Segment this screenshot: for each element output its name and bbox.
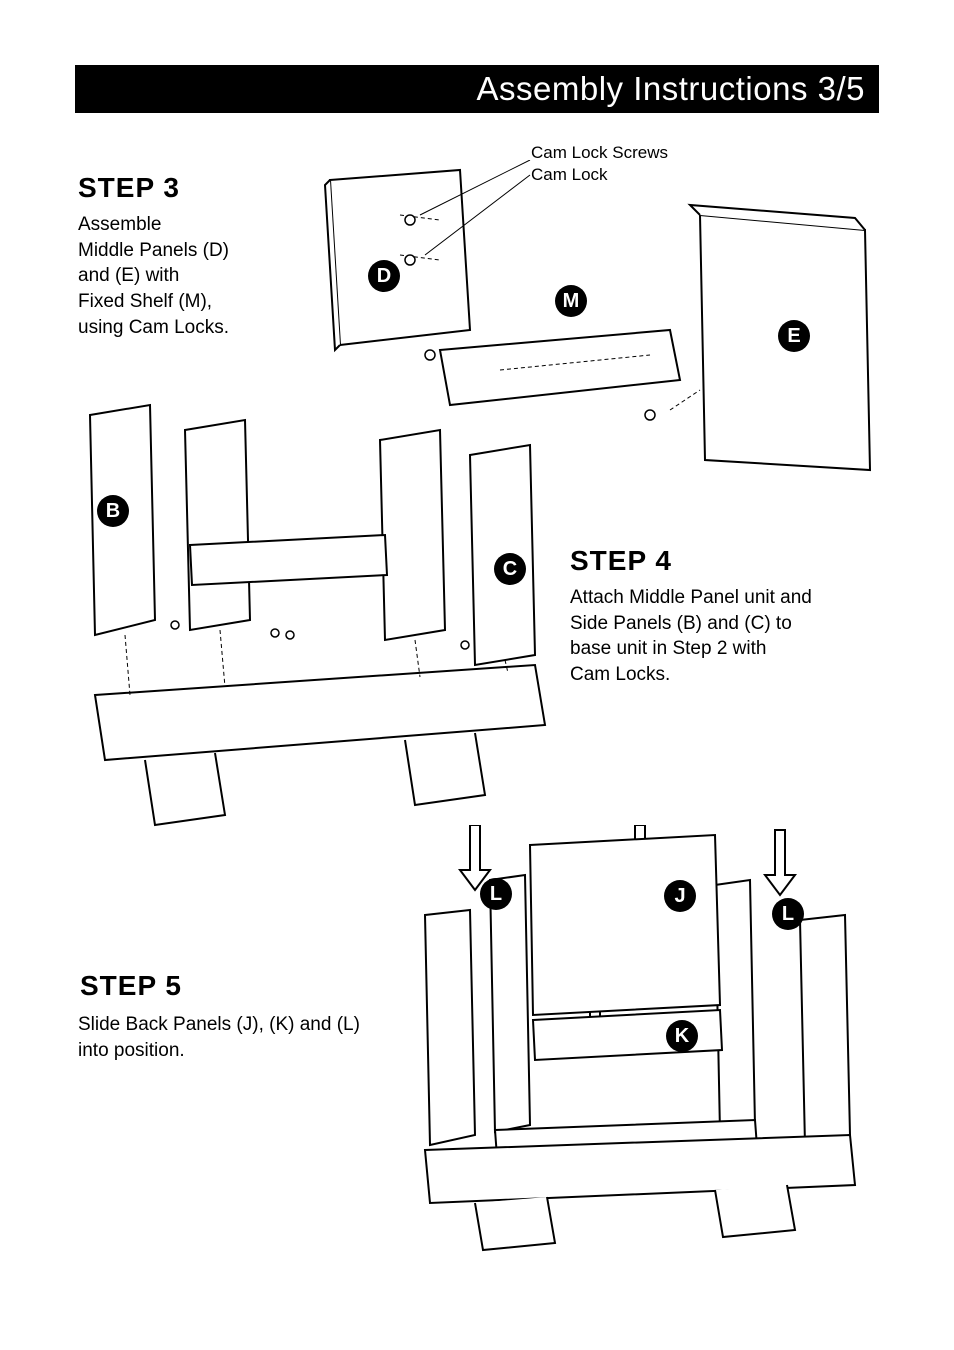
step4-heading: STEP 4	[570, 545, 672, 577]
badge-B: B	[97, 495, 129, 527]
badge-L1: L	[480, 878, 512, 910]
badge-J: J	[664, 880, 696, 912]
step4-diagram	[75, 395, 555, 835]
page-title-text: Assembly Instructions 3/5	[477, 70, 866, 108]
step4-body: Attach Middle Panel unit and Side Panels…	[570, 585, 812, 688]
badge-E: E	[778, 320, 810, 352]
page-title-bar: Assembly Instructions 3/5	[75, 65, 879, 113]
badge-L2: L	[772, 898, 804, 930]
badge-M: M	[555, 285, 587, 317]
badge-C: C	[494, 553, 526, 585]
step3-body: Assemble Middle Panels (D) and (E) with …	[78, 212, 229, 340]
badge-K: K	[666, 1020, 698, 1052]
step5-heading: STEP 5	[80, 970, 182, 1002]
step5-body: Slide Back Panels (J), (K) and (L) into …	[78, 1012, 360, 1063]
step3-heading: STEP 3	[78, 172, 180, 204]
badge-D: D	[368, 260, 400, 292]
